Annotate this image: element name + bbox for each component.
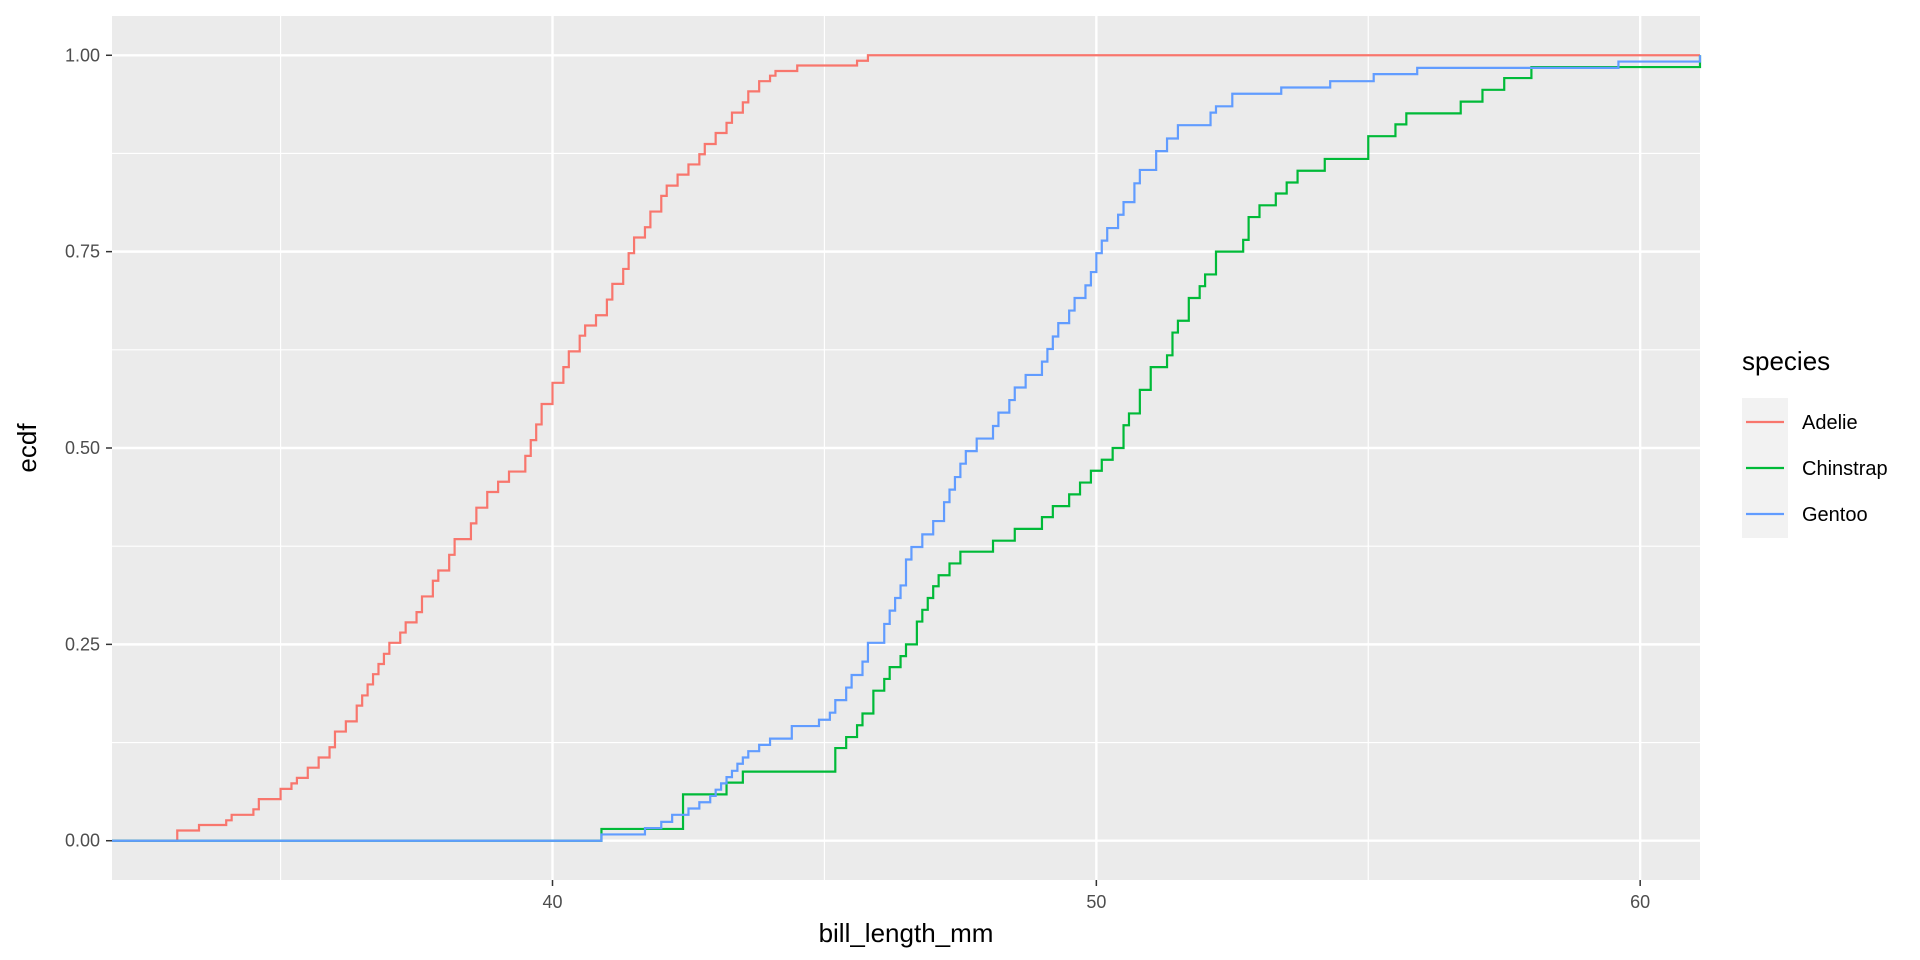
legend-label-adelie: Adelie [1802,412,1858,434]
legend-items: Adelie Chinstrap Gentoo [1746,412,1888,526]
x-axis: 40 50 60 [542,880,1650,912]
y-axis-title: ecdf [12,423,42,473]
series-layer [112,54,1702,842]
legend: species Adelie Chinstrap Gentoo [1742,346,1888,538]
y-axis: 0.00 0.25 0.50 0.75 1.00 [65,45,112,851]
x-tick-label: 50 [1086,892,1106,912]
x-tick-label: 40 [542,892,562,912]
y-tick-label: 0.75 [65,242,100,262]
series-line-adelie [112,54,1700,842]
x-axis-title: bill_length_mm [819,918,994,948]
legend-label-gentoo: Gentoo [1802,504,1868,526]
legend-label-chinstrap: Chinstrap [1802,458,1888,480]
y-tick-label: 0.25 [65,634,100,654]
x-tick-label: 60 [1630,892,1650,912]
y-tick-label: 0.50 [65,438,100,458]
y-tick-label: 1.00 [65,45,100,65]
y-tick-label: 0.00 [65,831,100,851]
legend-title: species [1742,346,1830,376]
series-line-gentoo [112,55,1702,842]
series-line-chinstrap [112,55,1702,842]
